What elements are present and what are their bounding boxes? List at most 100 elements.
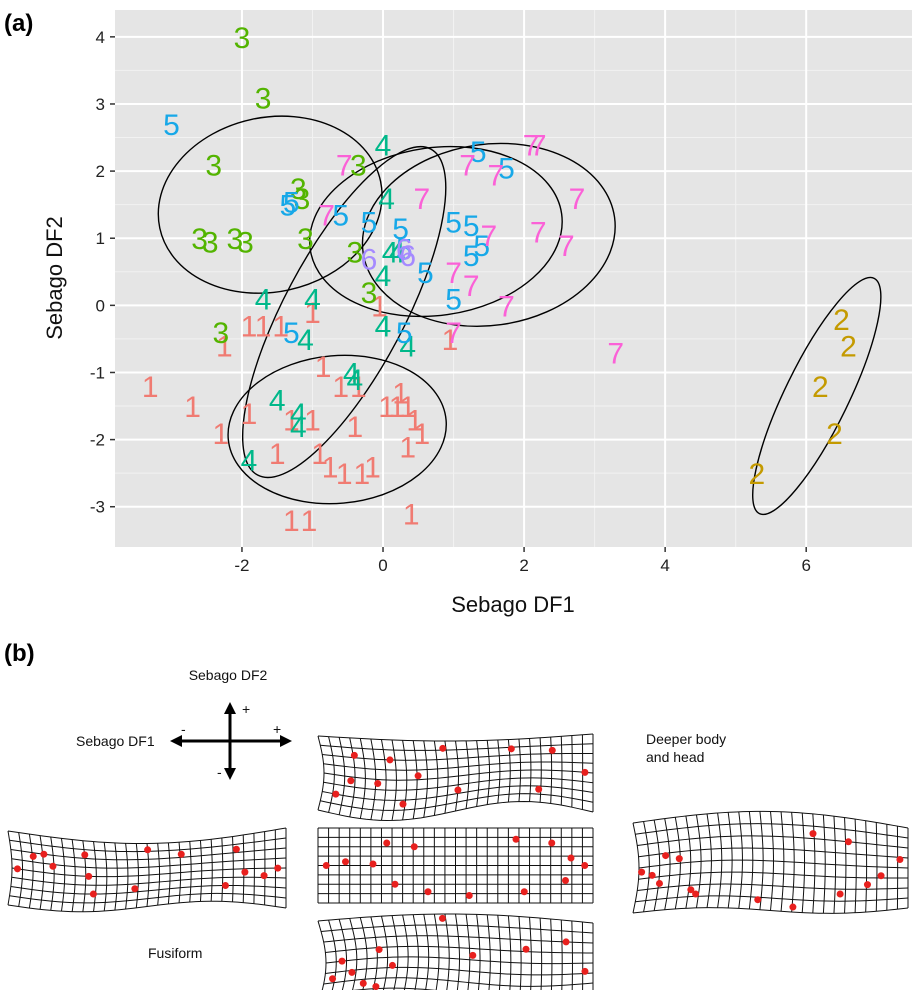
point-group-5: 5 xyxy=(463,210,480,243)
point-group-1: 1 xyxy=(212,418,229,451)
point-group-1: 1 xyxy=(216,331,233,364)
grid-line-horizontal xyxy=(325,966,594,976)
landmark-dot xyxy=(177,850,185,858)
grid-line-horizontal xyxy=(321,924,594,934)
point-group-3: 3 xyxy=(350,149,367,182)
point-group-7: 7 xyxy=(530,217,547,250)
point-group-4: 4 xyxy=(375,260,392,293)
point-group-1: 1 xyxy=(336,458,353,491)
grid-line-vertical xyxy=(391,915,399,990)
landmark-dot xyxy=(332,790,340,798)
point-group-7: 7 xyxy=(480,220,497,253)
landmark-dot xyxy=(49,862,57,870)
x-axis-ticks: -2 0 2 4 6 xyxy=(234,547,811,575)
point-group-5: 5 xyxy=(473,230,490,263)
point-group-7: 7 xyxy=(498,290,515,323)
landmark-dot xyxy=(338,957,346,965)
point-group-4: 4 xyxy=(255,284,272,317)
grid-df1-negative xyxy=(7,827,287,913)
y-tick-label: -3 xyxy=(90,498,105,517)
grid-line-horizontal xyxy=(323,761,594,771)
grid-df2-negative xyxy=(317,913,594,990)
grid-line-horizontal xyxy=(638,871,909,880)
ellipse-group-2 xyxy=(752,276,882,516)
grid-line-horizontal xyxy=(322,752,594,761)
point-group-4: 4 xyxy=(389,237,406,270)
landmark-dot xyxy=(348,968,356,976)
deeper-caption-line1: Deeper body xyxy=(646,731,726,747)
grid-line-vertical xyxy=(7,830,13,906)
grid-line-horizontal xyxy=(322,785,594,801)
grid-line-horizontal xyxy=(320,793,594,811)
grid-line-horizontal xyxy=(317,913,594,924)
landmark-dot xyxy=(221,881,229,889)
grid-df1-positive xyxy=(632,810,909,914)
y-axis-title: Sebago DF2 xyxy=(42,216,67,340)
landmark-dot xyxy=(548,839,556,847)
landmark-dot xyxy=(85,872,93,880)
grid-df2-positive xyxy=(317,733,594,822)
x-axis-title: Sebago DF1 xyxy=(451,592,575,617)
landmark-dot xyxy=(754,896,762,904)
deformation-grids-panel: Sebago DF2 Sebago DF1 + - + - Deeper bod… xyxy=(7,667,909,990)
minus-bottom-label: - xyxy=(217,764,222,780)
landmark-dot xyxy=(232,845,240,853)
point-group-7: 7 xyxy=(488,159,505,192)
x-tick-label: 6 xyxy=(801,556,810,575)
grid-line-horizontal xyxy=(323,977,594,987)
point-group-1: 1 xyxy=(371,290,388,323)
grid-line-horizontal xyxy=(323,935,594,944)
point-group-5: 5 xyxy=(445,284,462,317)
grid-line-horizontal xyxy=(323,769,594,781)
landmark-dot xyxy=(372,983,380,990)
point-group-1: 1 xyxy=(322,451,339,484)
point-group-4: 4 xyxy=(290,411,307,444)
landmark-dot xyxy=(836,890,844,898)
grid-line-horizontal xyxy=(11,876,287,886)
point-group-2: 2 xyxy=(833,304,850,337)
landmark-dot xyxy=(844,838,852,846)
point-group-1: 1 xyxy=(378,391,395,424)
landmark-dot xyxy=(789,903,797,911)
landmark-dot xyxy=(359,979,367,987)
point-group-1: 1 xyxy=(184,391,201,424)
point-group-5: 5 xyxy=(498,153,515,186)
point-group-4: 4 xyxy=(399,331,416,364)
landmark-dot xyxy=(581,967,589,975)
point-group-2: 2 xyxy=(840,331,857,364)
point-group-7: 7 xyxy=(607,337,624,370)
point-group-2: 2 xyxy=(826,418,843,451)
point-group-4: 4 xyxy=(304,284,321,317)
landmark-dot xyxy=(322,862,330,869)
point-group-3: 3 xyxy=(212,317,229,350)
point-group-3: 3 xyxy=(294,183,311,216)
point-group-1: 1 xyxy=(241,310,258,343)
landmark-dot xyxy=(675,855,683,863)
point-group-5: 5 xyxy=(332,200,349,233)
point-group-4: 4 xyxy=(241,445,258,478)
grid-line-horizontal xyxy=(635,895,909,903)
landmark-dot xyxy=(347,777,355,785)
grid-line-horizontal xyxy=(638,859,909,869)
grid-line-horizontal xyxy=(632,810,909,829)
point-group-2: 2 xyxy=(812,371,829,404)
y-tick-label: 3 xyxy=(96,95,105,114)
x-tick-label: 0 xyxy=(378,556,387,575)
landmark-dot xyxy=(877,872,885,880)
point-group-4: 4 xyxy=(269,384,286,417)
landmark-dot xyxy=(399,800,407,808)
point-group-5: 5 xyxy=(396,317,413,350)
landmark-dot xyxy=(863,881,871,889)
landmark-dot xyxy=(414,772,422,780)
landmark-dot xyxy=(809,830,817,838)
landmark-dot xyxy=(410,843,418,851)
point-group-3: 3 xyxy=(205,149,222,182)
point-group-1: 1 xyxy=(255,310,272,343)
point-group-1: 1 xyxy=(315,351,332,384)
point-group-5: 5 xyxy=(283,186,300,219)
point-group-5: 5 xyxy=(463,240,480,273)
grid-line-horizontal xyxy=(11,857,287,869)
point-group-1: 1 xyxy=(304,404,321,437)
point-group-7: 7 xyxy=(459,149,476,182)
